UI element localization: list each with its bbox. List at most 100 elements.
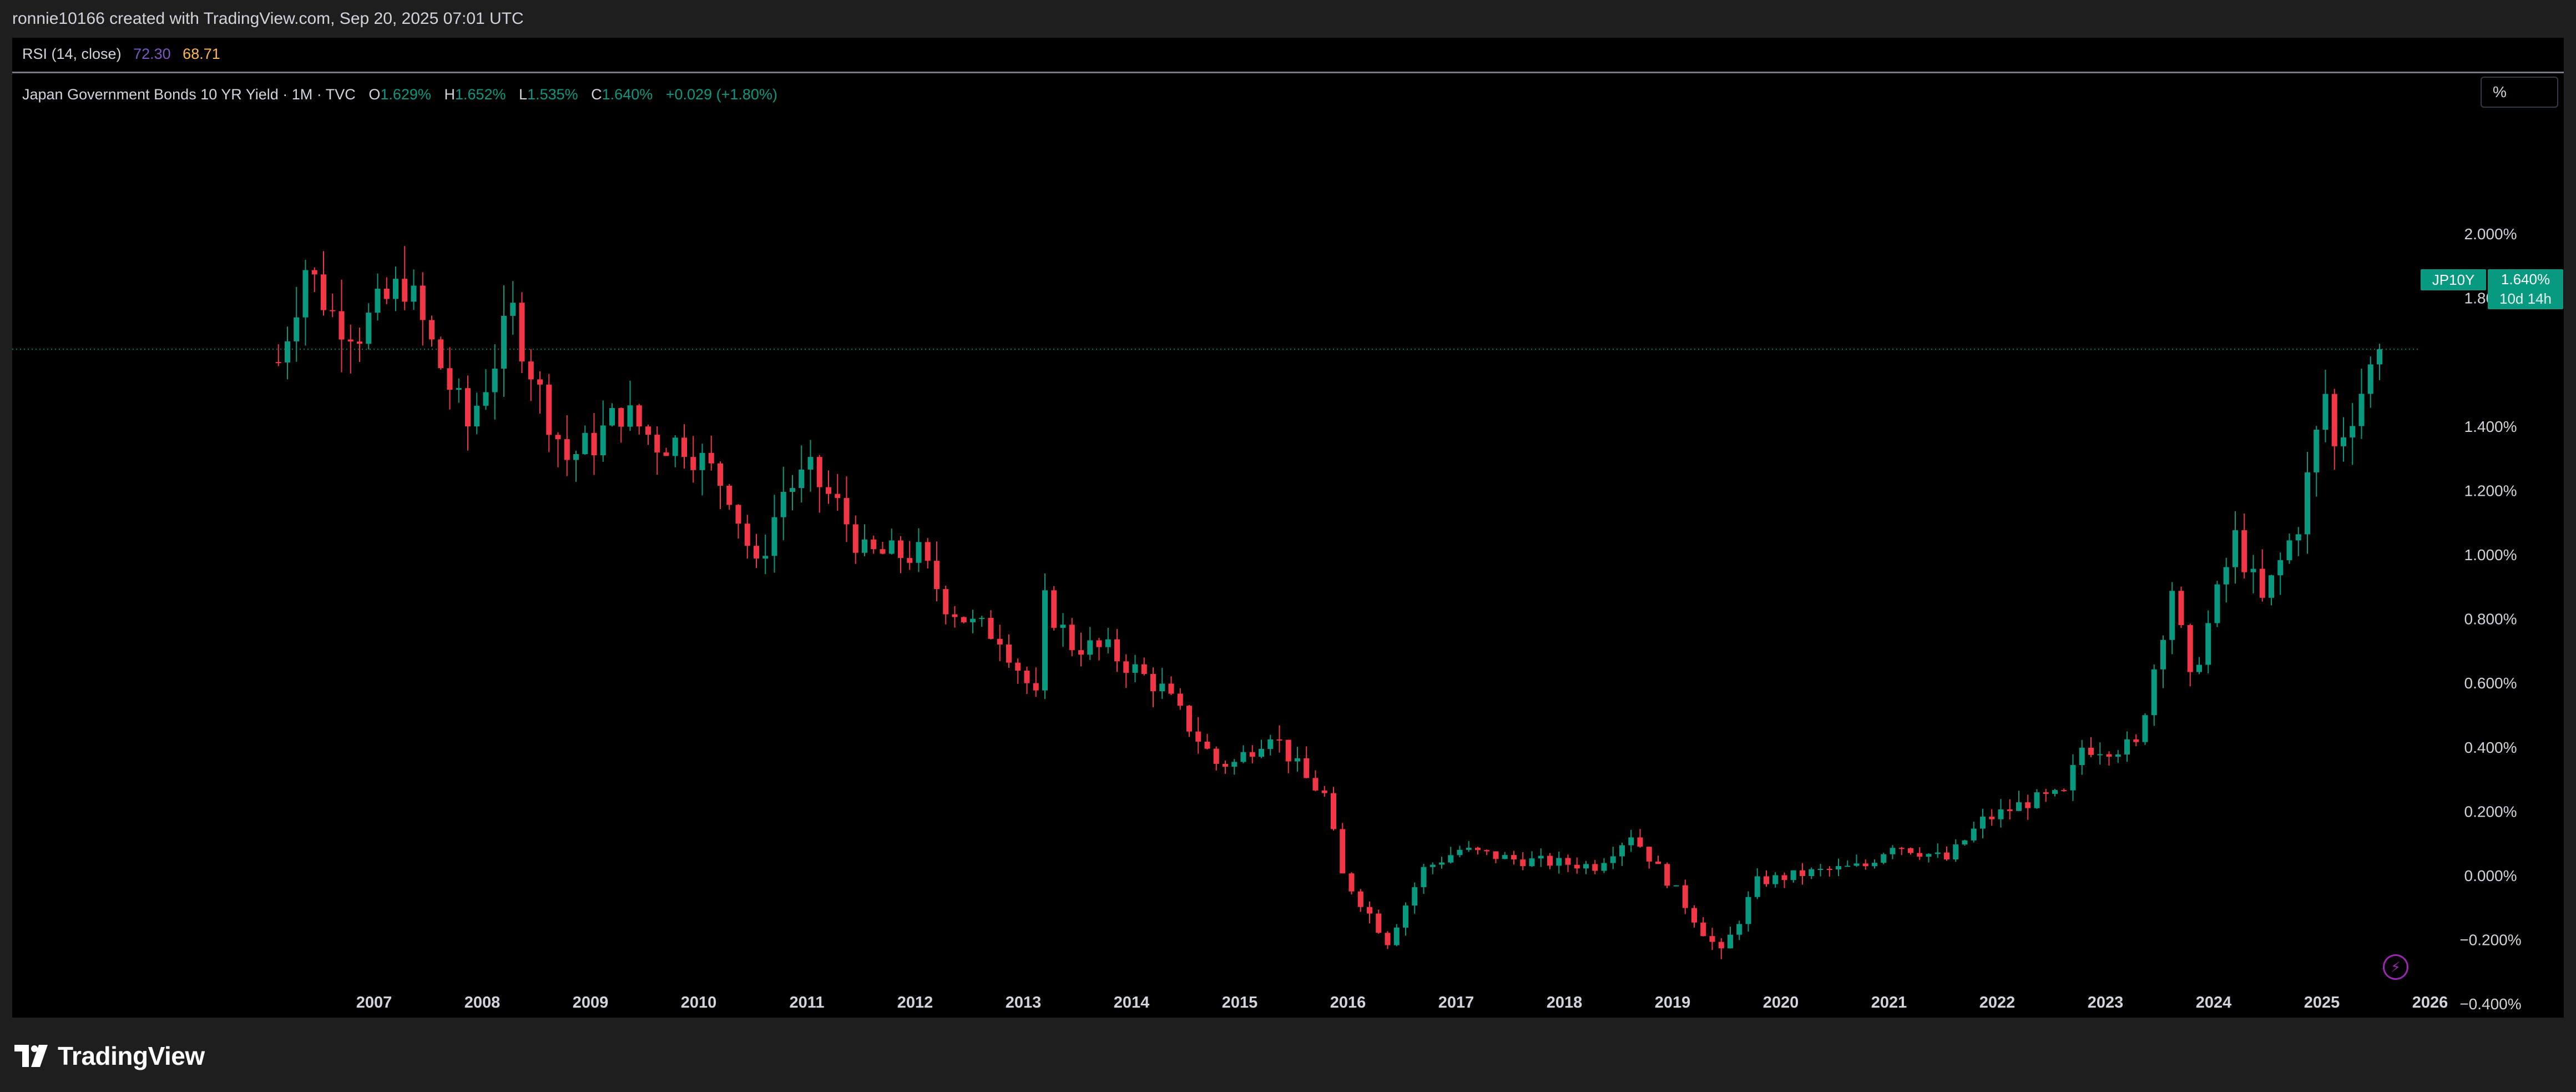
candle-body [681, 437, 687, 457]
candle-body [1502, 855, 1508, 859]
candle-body [1024, 671, 1030, 683]
candle-body [2322, 394, 2328, 430]
candle-body [1944, 852, 1949, 860]
candle-body [1168, 683, 1174, 694]
y-axis-label: 0.000% [2464, 867, 2517, 884]
candle-body [2097, 754, 2103, 756]
candle-body [1601, 863, 1607, 871]
candle-body [528, 361, 534, 380]
candle-body [2295, 534, 2301, 541]
open-value: 1.629% [380, 86, 431, 103]
candle-body [1709, 936, 1715, 942]
candle-body [2034, 792, 2040, 808]
candle-body [888, 540, 895, 554]
x-axis-label: 2013 [1006, 994, 1042, 1012]
candle-body [2341, 437, 2346, 446]
tradingview-logo[interactable]: TradingView [14, 1041, 205, 1071]
last-price-tag: 1.640% 10d 14h [2488, 269, 2563, 309]
candle-body [285, 341, 290, 363]
candle-body [609, 408, 615, 426]
x-axis-label: 2022 [1979, 994, 2016, 1012]
candle-body [2367, 364, 2373, 394]
x-axis-label: 2011 [790, 994, 825, 1012]
candle-body [1953, 844, 1959, 860]
candle-body [2016, 802, 2022, 811]
candle-body [1826, 868, 1832, 870]
candle-body [465, 388, 471, 427]
candle-body [1962, 840, 1968, 845]
candle-body [718, 463, 723, 486]
footer: TradingView [0, 1018, 2576, 1092]
x-axis-label: 2017 [1438, 994, 1474, 1012]
candle-body [1393, 927, 1400, 945]
candle-body [2052, 790, 2058, 794]
candle-body [1006, 644, 1012, 663]
candle-body [880, 549, 886, 554]
candle-body [1619, 845, 1625, 857]
candle-body [916, 542, 922, 563]
x-axis-label: 2021 [1871, 994, 1907, 1012]
candle-body [1177, 693, 1183, 706]
candle-body [600, 425, 606, 456]
candle-body [1457, 849, 1463, 856]
candle-body [2178, 591, 2184, 625]
chart-area[interactable]: RSI (14, close) 72.30 68.71 Japan Govern… [12, 38, 2564, 1018]
candle-body [636, 405, 642, 427]
candle-body [627, 405, 633, 427]
candle-body [1511, 855, 1517, 860]
candle-body [2205, 623, 2211, 665]
candle-body [2314, 430, 2320, 472]
candle-body [411, 285, 417, 302]
price-chart[interactable]: 2.000%1.800%1.400%1.200%1.000%0.800%0.60… [12, 38, 2564, 1018]
candle-body [321, 274, 326, 310]
candle-body [347, 339, 353, 342]
candle-body [871, 539, 877, 550]
candle-body [862, 539, 867, 553]
candle-body [1060, 625, 1066, 628]
candle-body [1231, 762, 1238, 767]
candle-body [420, 285, 426, 320]
scale-unit-button[interactable]: % [2481, 77, 2558, 108]
candle-body [925, 542, 931, 561]
candle-body [1348, 873, 1355, 892]
y-axis-label: 2.000% [2464, 225, 2517, 243]
rsi-pane[interactable]: RSI (14, close) 72.30 68.71 [12, 38, 2564, 73]
candle-body [302, 270, 309, 318]
close-label: C [591, 86, 602, 103]
lightning-icon[interactable]: ⚡ [2383, 954, 2408, 980]
candle-body [852, 524, 858, 553]
candle-body [2377, 349, 2382, 365]
candle-body [1304, 758, 1310, 778]
candle-body [654, 435, 660, 452]
candle-body [1150, 673, 1156, 692]
candle-body [1664, 864, 1670, 886]
candle-body [843, 498, 850, 525]
candle-body [2169, 591, 2175, 640]
candle-body [1240, 752, 1246, 762]
candle-body [591, 432, 597, 456]
candle-body [1592, 864, 1598, 871]
candle-body [970, 618, 976, 622]
candle-body [934, 561, 940, 590]
candle-body [1908, 848, 1913, 853]
y-axis-label: 1.000% [2464, 546, 2517, 563]
candle-body [330, 310, 336, 311]
candle-body [2358, 394, 2365, 426]
candle-body [1872, 863, 1877, 867]
candle-body [1934, 852, 1941, 854]
candle-body [2142, 715, 2148, 742]
candle-body [1042, 590, 1048, 691]
candle-body [799, 469, 805, 489]
candle-body [1475, 848, 1481, 851]
candle-body [1691, 908, 1697, 923]
candle-body [492, 369, 498, 392]
symbol-legend: Japan Government Bonds 10 YR Yield · 1M … [22, 83, 777, 105]
candle-body [1980, 817, 1986, 829]
candle-body [1276, 739, 1282, 741]
brand-name: TradingView [58, 1041, 205, 1070]
change-value: +0.029 (+1.80%) [665, 86, 777, 103]
candle-body [708, 452, 714, 464]
candle-body [1898, 848, 1905, 849]
candle-body [2232, 530, 2238, 567]
candle-body [2269, 575, 2274, 598]
